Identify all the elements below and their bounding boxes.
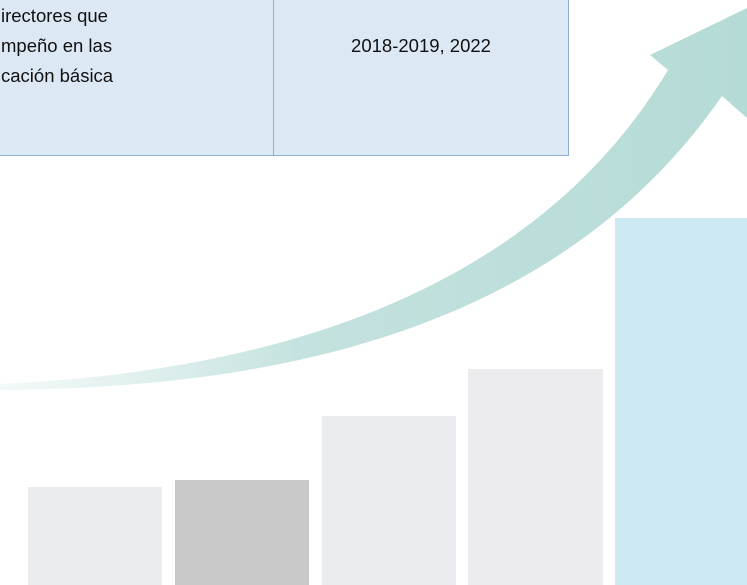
table-cell: irectores que mpeño en las cación básica xyxy=(0,0,274,156)
bar xyxy=(468,369,603,585)
bar xyxy=(615,218,747,585)
bar xyxy=(175,480,309,585)
cell-text: cación básica xyxy=(1,65,114,86)
table-cell: 2018-2019, 2022 xyxy=(273,0,569,156)
bar xyxy=(322,416,456,585)
bar xyxy=(28,487,162,585)
cell-text: irectores que xyxy=(1,5,108,26)
cell-text: mpeño en las xyxy=(1,35,113,56)
arrow xyxy=(0,8,747,390)
cell-text: 2018-2019, 2022 xyxy=(351,35,491,56)
